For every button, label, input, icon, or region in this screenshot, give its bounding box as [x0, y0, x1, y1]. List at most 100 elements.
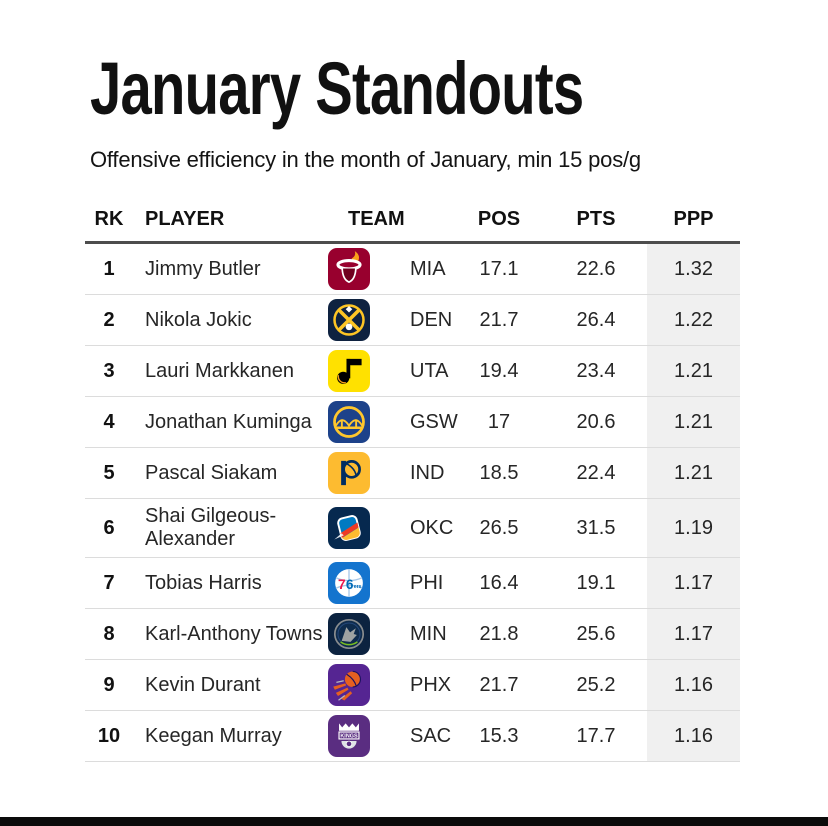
rank-cell: 8	[103, 622, 115, 645]
table-row: 2 Nikola Jokic DEN 21.7 26.4 1.22	[85, 295, 740, 346]
pts-cell: 22.4	[576, 461, 616, 484]
team-cell: 7 6 ers PHI	[328, 562, 453, 604]
team-cell: IND	[328, 452, 453, 494]
rank-cell: 6	[103, 516, 115, 539]
table-row: 3 Lauri Markkanen UTA 19.4 23.4 1.21	[85, 346, 740, 397]
team-abbr: UTA	[410, 359, 449, 382]
table-header: RK PLAYER TEAM POS PTS PPP	[85, 197, 740, 244]
pts-cell: 25.2	[576, 673, 616, 696]
svg-text:6: 6	[346, 577, 354, 592]
column-header-player: PLAYER	[145, 207, 225, 230]
team-abbr: OKC	[410, 516, 454, 539]
rank-cell: 9	[103, 673, 115, 696]
pts-cell: 20.6	[576, 410, 616, 433]
pos-cell: 17	[487, 410, 511, 433]
table-row: 10 Keegan Murray KINGS SAC 15.3 17.7 1.16	[85, 711, 740, 762]
table-row: 4 Jonathan Kuminga GSW 17 20.6 1.21	[85, 397, 740, 448]
ppp-cell: 1.22	[647, 295, 740, 345]
page-subtitle: Offensive efficiency in the month of Jan…	[90, 147, 641, 172]
team-cell: MIA	[328, 248, 453, 290]
pts-cell: 17.7	[576, 724, 616, 747]
team-abbr: IND	[410, 461, 445, 484]
svg-text:KINGS: KINGS	[340, 734, 358, 740]
column-header-team: TEAM	[348, 207, 405, 230]
pos-cell: 15.3	[479, 724, 519, 747]
pos-cell: 19.4	[479, 359, 519, 382]
team-abbr: PHX	[410, 673, 452, 696]
team-abbr: PHI	[410, 571, 444, 594]
player-name-cell: Keegan Murray	[145, 724, 282, 747]
column-header-rk: RK	[94, 207, 124, 230]
ppp-cell: 1.32	[647, 244, 740, 294]
team-cell: OKC	[328, 507, 453, 549]
ppp-cell: 1.21	[647, 397, 740, 447]
rank-cell: 2	[103, 308, 115, 331]
pos-cell: 16.4	[479, 571, 519, 594]
table-row: 8 Karl-Anthony Towns MIN 21.8 25.6 1.17	[85, 609, 740, 660]
bottom-accent-bar	[0, 817, 828, 826]
player-name-cell: Pascal Siakam	[145, 461, 278, 484]
oklahoma-city-thunder-logo-icon	[328, 507, 370, 549]
ppp-cell: 1.16	[647, 660, 740, 710]
column-header-pts: PTS	[576, 207, 616, 230]
pts-cell: 26.4	[576, 308, 616, 331]
stats-table: RK PLAYER TEAM POS PTS PPP 1 Jimmy Butler…	[85, 197, 740, 762]
svg-text:ers: ers	[354, 584, 362, 590]
rank-cell: 3	[103, 359, 115, 382]
table-row: 7 Tobias Harris 7 6 ers PHI 16.4 19.1 1.17	[85, 558, 740, 609]
ppp-cell: 1.19	[647, 499, 740, 557]
ppp-cell: 1.17	[647, 609, 740, 659]
player-name-cell: Nikola Jokic	[145, 308, 252, 331]
rank-cell: 1	[103, 257, 115, 280]
team-cell: DEN	[328, 299, 453, 341]
pos-cell: 21.8	[479, 622, 519, 645]
team-abbr: MIN	[410, 622, 447, 645]
page-title: January Standouts	[90, 47, 584, 130]
svg-text:7: 7	[338, 577, 346, 592]
philadelphia-76ers-logo-icon: 7 6 ers	[328, 562, 370, 604]
pos-cell: 17.1	[479, 257, 519, 280]
sacramento-kings-logo-icon: KINGS	[328, 715, 370, 757]
team-abbr: MIA	[410, 257, 446, 280]
rank-cell: 10	[97, 724, 121, 747]
player-name-cell: Kevin Durant	[145, 673, 261, 696]
golden-state-warriors-logo-icon	[328, 401, 370, 443]
player-name-cell: Lauri Markkanen	[145, 359, 294, 382]
player-name-cell: Jimmy Butler	[145, 257, 261, 280]
pts-cell: 22.6	[576, 257, 616, 280]
player-name-cell: Shai Gilgeous-Alexander	[145, 505, 277, 550]
minnesota-timberwolves-logo-icon	[328, 613, 370, 655]
miami-heat-logo-icon	[328, 248, 370, 290]
team-cell: PHX	[328, 664, 453, 706]
table-row: 6 Shai Gilgeous-Alexander OKC 26.5 31.5 1.19	[85, 499, 740, 558]
denver-nuggets-logo-icon	[328, 299, 370, 341]
pos-cell: 18.5	[479, 461, 519, 484]
pts-cell: 19.1	[576, 571, 616, 594]
column-header-pos: POS	[477, 207, 521, 230]
player-name-cell: Jonathan Kuminga	[145, 410, 312, 433]
table-body: 1 Jimmy Butler MIA 17.1 22.6 1.32 2 Nikola Joki…	[85, 244, 740, 762]
ppp-cell: 1.21	[647, 448, 740, 498]
column-header-ppp: PPP	[673, 207, 714, 230]
pts-cell: 23.4	[576, 359, 616, 382]
ppp-cell: 1.21	[647, 346, 740, 396]
ppp-cell: 1.17	[647, 558, 740, 608]
rank-cell: 4	[103, 410, 115, 433]
rank-cell: 7	[103, 571, 115, 594]
pts-cell: 25.6	[576, 622, 616, 645]
indiana-pacers-logo-icon	[328, 452, 370, 494]
content: January Standouts Offensive efficiency i…	[85, 47, 740, 762]
pos-cell: 21.7	[479, 308, 519, 331]
team-abbr: GSW	[410, 410, 458, 433]
team-cell: UTA	[328, 350, 453, 392]
table-row: 5 Pascal Siakam IND 18.5 22.4 1.21	[85, 448, 740, 499]
utah-jazz-logo-icon	[328, 350, 370, 392]
pts-cell: 31.5	[576, 516, 616, 539]
team-abbr: SAC	[410, 724, 452, 747]
pos-cell: 21.7	[479, 673, 519, 696]
ppp-cell: 1.16	[647, 711, 740, 761]
team-cell: KINGS SAC	[328, 715, 453, 757]
phoenix-suns-logo-icon	[328, 664, 370, 706]
player-name-cell: Karl-Anthony Towns	[145, 622, 323, 645]
